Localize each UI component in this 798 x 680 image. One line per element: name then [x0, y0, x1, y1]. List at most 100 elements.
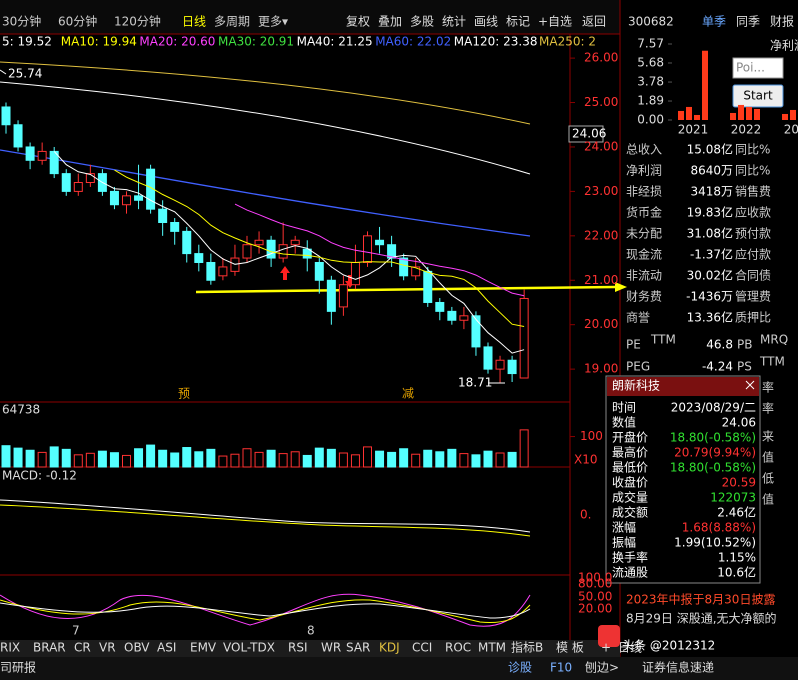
- indicator-tab: 模 板: [556, 641, 584, 655]
- volume-bar: [447, 448, 457, 468]
- fin-label: 总收入: [626, 143, 662, 157]
- toolbar-action: 返回: [582, 15, 606, 29]
- x-label: 7: [72, 624, 80, 638]
- trend-line: [195, 285, 616, 294]
- mini-tick-label: 5.68: [637, 55, 664, 69]
- candle-body: [13, 124, 23, 148]
- fin-label: 未分配: [626, 227, 662, 241]
- indicator-tab: RSI: [288, 641, 308, 655]
- kdj-tick: 80.00: [578, 577, 612, 591]
- volume-bar: [471, 454, 481, 468]
- mini-bar: [782, 113, 788, 120]
- candle-body: [350, 261, 360, 286]
- watermark-icon: [598, 625, 620, 647]
- candle-body: [85, 173, 95, 184]
- candle-body: [423, 270, 433, 303]
- mini-bar: [678, 110, 684, 120]
- mini-tick-label: 0.00: [637, 113, 664, 127]
- year-label: 2022: [731, 123, 762, 137]
- info-value: 2.46亿: [717, 505, 756, 520]
- watermark: 头条 @2012312: [622, 639, 715, 653]
- candle-body: [387, 244, 397, 259]
- info-value: 1.99(10.52%): [674, 536, 756, 550]
- indicator-tab: OBV: [124, 641, 150, 655]
- y-tick-label: 26.00: [584, 51, 618, 65]
- kdj-tick: 100.0: [578, 571, 612, 585]
- ma-legend: MA250: 2: [539, 35, 596, 49]
- ratio-name: PS: [737, 360, 752, 374]
- ratio-value: -4.24: [702, 360, 733, 374]
- status-item: 证券信息速递: [642, 660, 714, 675]
- fin-label: 应收款: [735, 205, 771, 220]
- ratio-name: PE: [626, 338, 641, 352]
- candle-body: [314, 261, 324, 281]
- input-box[interactable]: [732, 57, 784, 79]
- fin-label: 非流动: [626, 269, 662, 283]
- volume-bar: [73, 454, 83, 468]
- start-label: Start: [743, 89, 773, 103]
- fin-label: 预付款: [735, 227, 771, 241]
- candle-body: [411, 266, 421, 277]
- mini-bar: [746, 106, 752, 120]
- period-tab: 多周期: [214, 15, 250, 29]
- mini-bar: [694, 114, 700, 120]
- ma-legend: MA20: 20.60: [139, 35, 215, 49]
- fin-value: 30.02亿: [687, 268, 733, 283]
- volume-bar: [122, 454, 131, 468]
- current-price: 24.06: [572, 127, 606, 141]
- volume-bar: [338, 452, 348, 468]
- candle-body: [375, 239, 385, 246]
- year-label: 2021: [678, 123, 709, 137]
- period-tab: 更多▾: [258, 15, 288, 29]
- y-tick-label: 21.00: [584, 273, 618, 287]
- status-bar: [0, 657, 798, 680]
- ratio-name: PB: [737, 338, 752, 352]
- macd-dea: [0, 504, 531, 537]
- info-label: 最高价: [612, 445, 648, 460]
- indicator-tab: 日线: [618, 641, 642, 655]
- ma-legend: MA40: 21.25: [297, 35, 373, 49]
- ma-legend: MA30: 20.91: [218, 35, 294, 49]
- start-button[interactable]: [732, 84, 784, 108]
- volume-bar: [230, 453, 240, 468]
- ma120-line: [0, 81, 531, 175]
- volume-bar: [25, 449, 35, 468]
- toolbar-action: 统计: [442, 15, 466, 29]
- volume-bar: [459, 453, 469, 468]
- period-tab: 30分钟: [2, 14, 41, 29]
- info-label: 收盘价: [612, 475, 648, 490]
- candle-body: [194, 253, 204, 263]
- macd-dif: [0, 499, 531, 533]
- kdj-tick: 20.00: [578, 602, 612, 616]
- fragment: 低: [762, 472, 774, 486]
- side-tab: 财报: [770, 14, 794, 29]
- indicator-tab: SAR: [346, 641, 370, 655]
- ma-legend: MA60: 22.02: [375, 35, 451, 49]
- info-value: 2023/08/29/二: [671, 401, 756, 415]
- news: 8月29日 深股通,无大净额的: [626, 611, 777, 626]
- macd-title: MACD: -0.12: [2, 469, 77, 483]
- fin-value: -1436万: [686, 290, 733, 304]
- status-item: 司研报: [0, 660, 36, 675]
- ma10-line: [114, 169, 525, 327]
- price-box: [568, 125, 604, 143]
- volume-bar: [37, 451, 47, 468]
- candle-body: [495, 359, 505, 370]
- close-button[interactable]: [745, 380, 755, 390]
- candle-body: [290, 239, 300, 246]
- candle-body: [278, 244, 288, 259]
- fin-label: 财务费: [626, 289, 662, 304]
- mini-bar: [702, 50, 708, 121]
- info-value: 1.15%: [718, 551, 756, 565]
- volume-bar: [519, 429, 529, 468]
- candle-body: [182, 230, 192, 255]
- side-tab: 同季: [736, 15, 760, 29]
- tab-bar: [0, 640, 620, 657]
- toolbar-action: 标记: [506, 15, 530, 29]
- high-label: 25.74: [8, 67, 42, 81]
- indicator-tab: 指标B: [511, 640, 543, 655]
- volume-bar: [375, 450, 385, 468]
- info-label: 振幅: [612, 535, 636, 550]
- candle-body: [254, 239, 264, 246]
- info-label: 换手率: [612, 550, 648, 565]
